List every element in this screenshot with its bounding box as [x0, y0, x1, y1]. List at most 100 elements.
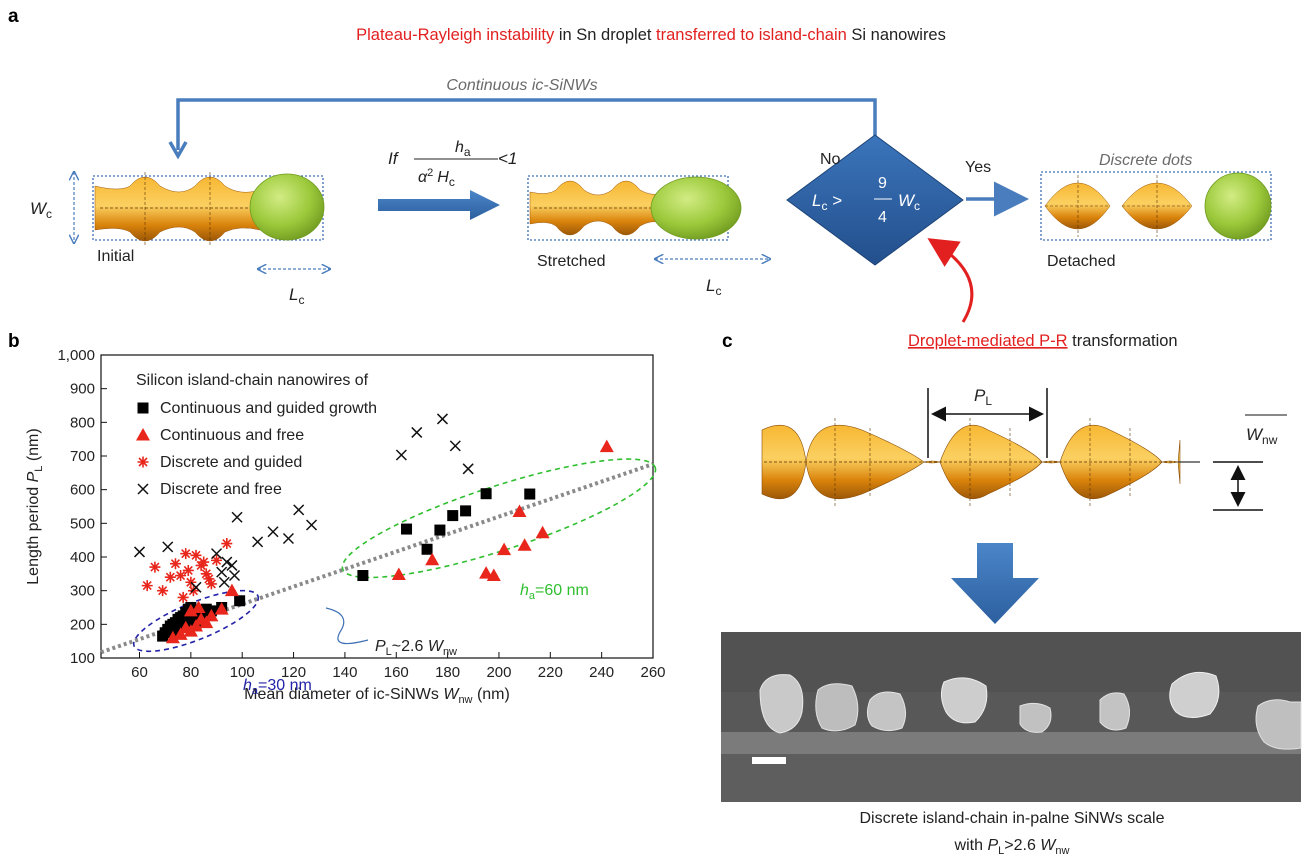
data-point-square [401, 523, 413, 535]
initial-nanowire [94, 172, 261, 246]
sem-micrograph [721, 632, 1302, 802]
data-point-cross [228, 569, 241, 582]
data-point-triangle [497, 542, 512, 556]
data-point-triangle [425, 552, 440, 566]
condition-formula: If ha α2 Hc <1 [388, 139, 517, 189]
legend-item-label: Discrete and free [160, 481, 282, 498]
data-point-asterisk [185, 576, 197, 588]
y-tick-label: 800 [70, 414, 95, 431]
data-point-square [434, 524, 446, 536]
panel-c-letter: c [722, 331, 733, 352]
plot-frame [100, 354, 654, 659]
data-point-cross [226, 559, 238, 571]
data-point-asterisk [149, 561, 161, 573]
y-tick-label: 100 [70, 650, 95, 667]
condition-arrow [378, 190, 500, 220]
data-point-asterisk [157, 585, 169, 597]
y-tick-label: 500 [70, 515, 95, 532]
data-point-cross [293, 504, 305, 516]
data-point-cross [449, 440, 461, 452]
data-point-cross [436, 413, 449, 425]
initial-droplet [249, 173, 325, 241]
panel-a-title: Plateau-Rayleigh instability in Sn dropl… [356, 26, 946, 44]
svg-text:ha: ha [455, 139, 471, 159]
data-point-cross [216, 566, 228, 578]
legend-marker-square [137, 402, 149, 414]
svg-text:Lc >: Lc > [812, 191, 842, 213]
data-point-cross [411, 426, 423, 438]
panel-b-letter: b [8, 331, 20, 352]
continuous-label: Continuous ic-SiNWs [446, 77, 597, 94]
data-point-asterisk [198, 556, 210, 568]
sem-caption-line1: Discrete island-chain in-palne SiNWs sca… [859, 810, 1164, 827]
loop-arrowhead [168, 141, 188, 160]
data-point-cross [462, 463, 474, 475]
fit-label: PL~2.6 Wnw [375, 638, 457, 658]
legend-marker-cross [137, 483, 149, 495]
data-point-square [460, 505, 472, 517]
data-point-square [524, 488, 536, 500]
y-tick-label: 900 [70, 381, 95, 398]
legend-marker-asterisk [137, 456, 149, 468]
x-tick-label: 260 [640, 664, 665, 681]
data-point-cross [162, 541, 174, 553]
data-point-triangle [599, 439, 614, 453]
x-axis-label: Mean diameter of ic-SiNWs Wnw (nm) [244, 686, 510, 706]
x-tick-label: 220 [538, 664, 563, 681]
initial-label: Initial [97, 248, 134, 265]
transformation-text: transformation [1068, 332, 1178, 350]
data-point-triangle [214, 602, 229, 615]
wc-symbol: Wc [30, 199, 52, 221]
yes-label: Yes [965, 159, 991, 176]
x-tick-label: 240 [589, 664, 614, 681]
wnw-symbol: Wnw [1246, 425, 1278, 447]
ellipse-ha60 [341, 458, 657, 579]
data-point-cross [190, 581, 202, 593]
data-point-asterisk [205, 578, 217, 590]
data-point-asterisk [190, 549, 202, 561]
y-tick-label: 700 [70, 448, 95, 465]
data-point-cross [305, 519, 318, 531]
title-part-1: Plateau-Rayleigh instability [356, 26, 555, 44]
data-point-triangle [535, 525, 550, 539]
data-point-triangle [204, 608, 219, 622]
data-point-triangle [165, 630, 180, 644]
legend-marker-triangle [136, 428, 150, 441]
y-tick-label: 600 [70, 482, 95, 499]
data-point-asterisk [203, 573, 215, 585]
stretched-nanowire [529, 180, 663, 236]
no-label: No [820, 151, 841, 168]
stretched-label: Stretched [537, 253, 605, 270]
data-point-triangle [199, 615, 214, 629]
data-point-square [234, 595, 246, 607]
data-point-triangle [486, 568, 501, 582]
x-tick-label: 180 [435, 664, 460, 681]
data-point-triangle [191, 600, 206, 613]
fit-label-pointer [325, 607, 369, 645]
y-tick-label: 1,000 [57, 347, 95, 364]
data-point-asterisk [180, 548, 192, 560]
data-point-square [447, 510, 459, 522]
discrete-dots-label: Discrete dots [1099, 152, 1192, 169]
data-point-cross [218, 576, 230, 588]
island-chain-nanowire [761, 418, 1200, 506]
scale-bar [752, 757, 786, 764]
droplet-mediated-text: Droplet-mediated P-R [908, 332, 1068, 350]
sem-caption-line2: with PL>2.6 Wnw [954, 837, 1070, 857]
data-point-triangle [517, 538, 532, 551]
y-axis-label: Length period PL (nm) [25, 428, 45, 584]
transform-down-arrow [951, 543, 1039, 624]
x-tick-label: 120 [281, 664, 306, 681]
data-point-asterisk [175, 570, 187, 582]
legend-title: Silicon island-chain nanowires of [136, 372, 369, 389]
data-point-triangle [479, 566, 494, 579]
ha60-label: ha=60 nm [520, 582, 589, 602]
data-point-square [421, 543, 433, 555]
data-point-triangle [224, 583, 239, 597]
x-tick-label: 140 [332, 664, 357, 681]
detached-droplet [1204, 172, 1272, 240]
lc-stretched-symbol: Lc [706, 276, 721, 298]
stretched-droplet [650, 176, 742, 240]
